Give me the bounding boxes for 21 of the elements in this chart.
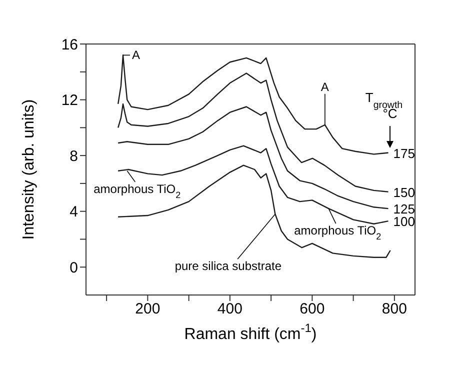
y-axis-title: Intensity (arb. units): [20, 99, 38, 240]
legend-title: T$_{growth}$ °C: [365, 90, 403, 121]
series-label: 125: [393, 202, 415, 217]
x-tick-label: 200: [135, 300, 160, 318]
x-tick-label: 400: [217, 300, 242, 318]
series-label: 100: [393, 214, 415, 230]
annotation: amorphous TiO$_{2}$: [294, 224, 382, 242]
y-tick-label: 12: [61, 92, 78, 110]
series-label: 150: [393, 184, 415, 200]
y-tick-label: 4: [70, 204, 78, 221]
annotation: A: [320, 80, 329, 94]
y-tick-label: 16: [61, 36, 78, 54]
series-label: 175: [393, 146, 415, 161]
y-tick-label: 8: [70, 148, 78, 165]
x-tick-label: 800: [382, 300, 407, 318]
x-axis-title: Raman shift (cm$^{-1}$): [184, 321, 317, 343]
annotation: amorphous TiO$_{2}$: [94, 182, 181, 200]
annotation: pure silica substrate: [174, 259, 282, 274]
y-tick-label: 0: [70, 259, 78, 276]
x-tick-label: 600: [300, 300, 325, 318]
annotation: A: [132, 48, 140, 62]
